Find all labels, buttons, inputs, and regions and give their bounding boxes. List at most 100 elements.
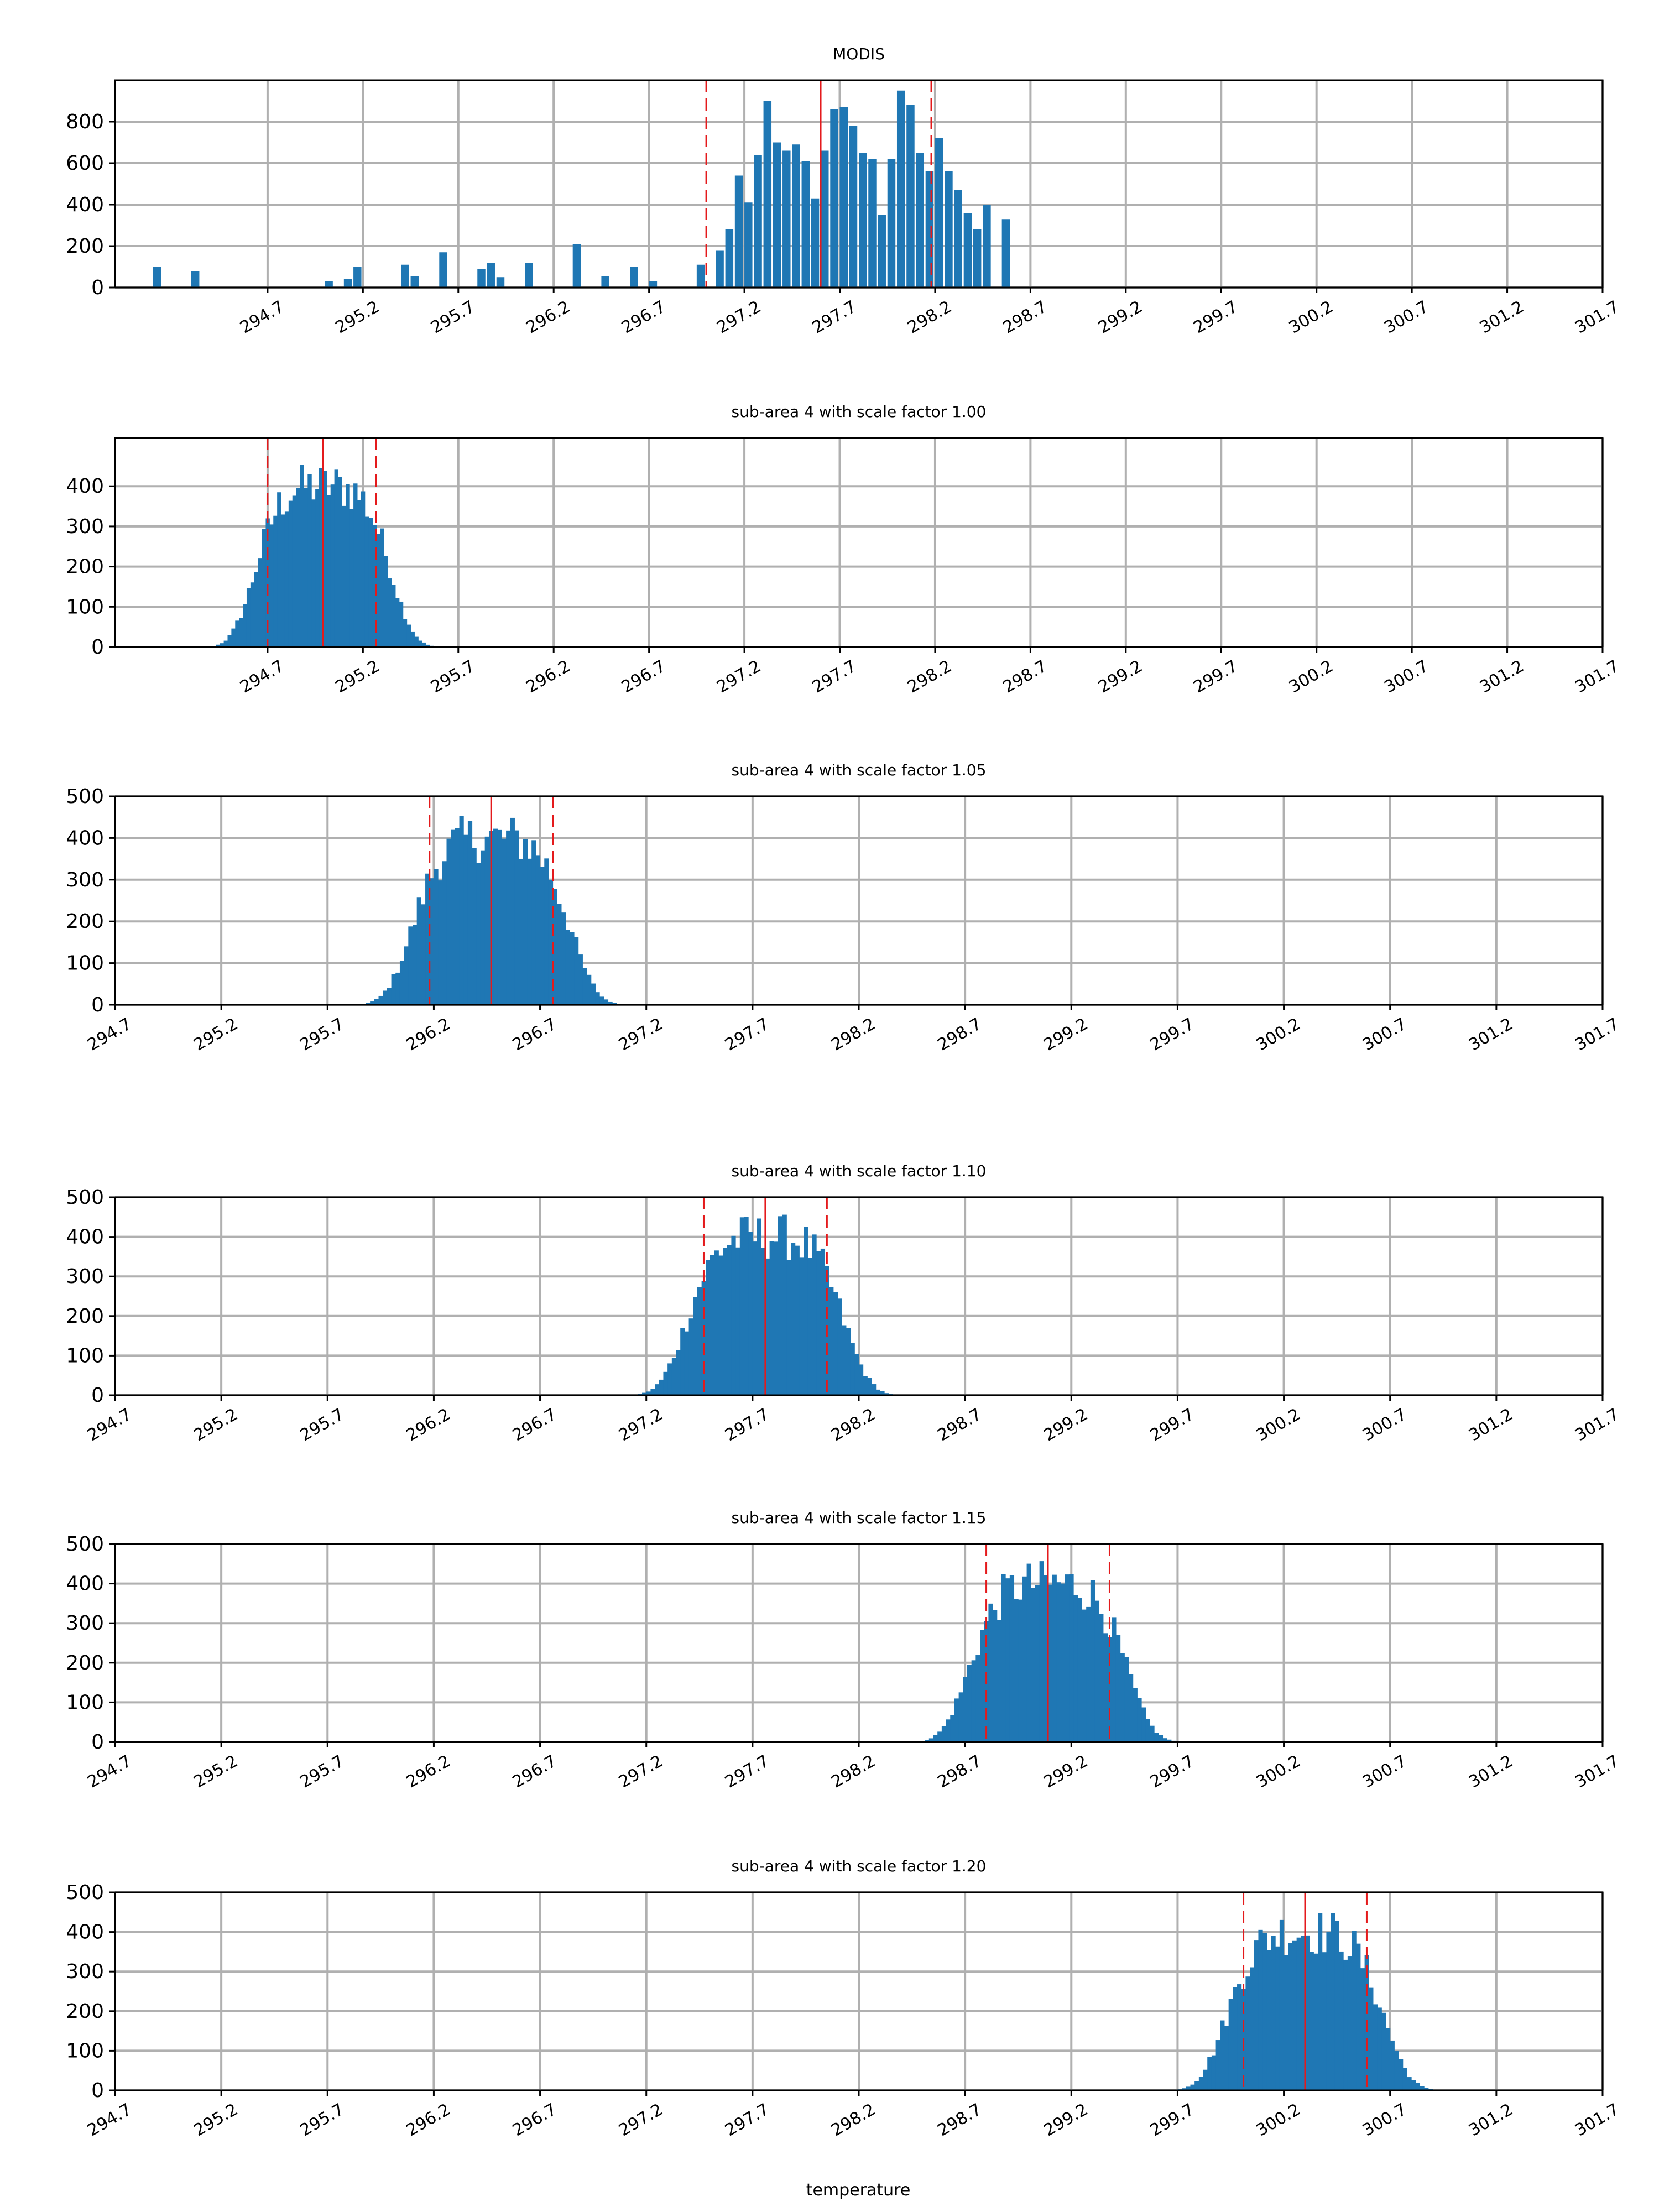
histogram-bar bbox=[1322, 1952, 1327, 2090]
histogram-bars bbox=[366, 816, 622, 1005]
histogram-bar bbox=[531, 840, 536, 1005]
histogram-bar bbox=[353, 267, 362, 288]
y-tick-label: 500 bbox=[66, 1186, 104, 1209]
histogram-bar bbox=[561, 912, 566, 1005]
x-tick-label: 301.2 bbox=[1465, 2100, 1516, 2140]
histogram-bar bbox=[477, 269, 486, 288]
histogram-bar bbox=[684, 1331, 690, 1395]
histogram-bar bbox=[820, 1248, 826, 1395]
histogram-bar bbox=[273, 515, 278, 647]
histogram-bar bbox=[544, 858, 549, 1005]
histogram-bar bbox=[1090, 1580, 1095, 1742]
x-tick-label: 296.2 bbox=[403, 1405, 454, 1445]
histogram-bar bbox=[1347, 1956, 1353, 2090]
histogram-bar bbox=[846, 1328, 851, 1395]
histogram-bar bbox=[688, 1318, 693, 1395]
panel-title: sub-area 4 with scale factor 1.00 bbox=[732, 403, 987, 421]
x-tick-label: 295.2 bbox=[332, 297, 383, 337]
histogram-bar bbox=[821, 150, 829, 288]
x-tick-label: 299.7 bbox=[1147, 1751, 1198, 1792]
histogram-bar bbox=[601, 276, 609, 288]
histogram-bar bbox=[565, 930, 570, 1005]
histogram-bar bbox=[383, 990, 388, 1005]
histogram-bar bbox=[801, 161, 810, 288]
histogram-bar bbox=[1145, 1719, 1150, 1742]
x-tick-label: 300.7 bbox=[1359, 1751, 1410, 1792]
x-tick-label: 300.7 bbox=[1359, 1014, 1410, 1055]
histogram-bar bbox=[1203, 2069, 1208, 2090]
histogram-bar bbox=[425, 873, 430, 1005]
y-tick-label: 300 bbox=[66, 869, 104, 891]
y-tick-label: 800 bbox=[66, 111, 104, 133]
x-tick-label: 297.2 bbox=[615, 1014, 666, 1055]
histogram-bar bbox=[410, 276, 419, 288]
x-tick-label: 295.7 bbox=[297, 1751, 348, 1792]
histogram-bar bbox=[388, 578, 392, 647]
histogram-bar bbox=[1005, 1578, 1010, 1742]
histogram-bar bbox=[463, 834, 468, 1005]
histogram-bar bbox=[731, 1235, 736, 1395]
histogram-bar bbox=[246, 588, 251, 647]
x-tick-label: 299.2 bbox=[1041, 1405, 1092, 1445]
histogram-bar bbox=[1326, 1932, 1331, 2090]
histogram-bar bbox=[1288, 1943, 1293, 2090]
histogram-bar bbox=[319, 468, 324, 647]
histogram-bar bbox=[748, 1232, 753, 1395]
histogram-bar bbox=[833, 1292, 838, 1395]
histogram-bar bbox=[338, 477, 342, 647]
histogram-bar bbox=[769, 1241, 774, 1395]
histogram-bar bbox=[1334, 1921, 1339, 2090]
histogram-bar bbox=[839, 107, 848, 288]
histogram-bar bbox=[410, 631, 415, 647]
histogram-bar bbox=[649, 281, 658, 288]
histogram-bar bbox=[1228, 1999, 1233, 2090]
histogram-bar bbox=[413, 925, 418, 1005]
histogram-bar bbox=[476, 863, 481, 1005]
histogram-bar bbox=[487, 263, 495, 288]
histogram-bar bbox=[438, 880, 443, 1005]
histogram-bar bbox=[1061, 1583, 1066, 1742]
histogram-bar bbox=[727, 1245, 732, 1395]
histogram-bar bbox=[1044, 1575, 1048, 1742]
histogram-panel-6: sub-area 4 with scale factor 1.20 0 100 200… bbox=[66, 1857, 1623, 2140]
histogram-bar bbox=[366, 1003, 371, 1005]
histogram-bar bbox=[734, 175, 743, 288]
histogram-bar bbox=[342, 505, 346, 647]
histogram-bar bbox=[697, 1287, 702, 1395]
histogram-bar bbox=[243, 604, 247, 647]
histogram-bar bbox=[925, 171, 934, 288]
histogram-bar bbox=[1150, 1725, 1155, 1742]
histogram-bar bbox=[1065, 1574, 1070, 1742]
histogram-bar bbox=[1309, 1952, 1314, 2090]
histogram-bar bbox=[1167, 1739, 1172, 1742]
y-tick-label: 200 bbox=[66, 235, 104, 258]
histogram-bar bbox=[1082, 1609, 1087, 1742]
histogram-bar bbox=[414, 636, 419, 647]
y-tick-label: 300 bbox=[66, 1265, 104, 1288]
histogram-bar bbox=[582, 968, 587, 1005]
histogram-bar bbox=[446, 838, 451, 1005]
y-tick-label: 100 bbox=[66, 952, 104, 975]
histogram-bar bbox=[1296, 1937, 1301, 2090]
histogram-bar bbox=[868, 159, 877, 288]
histogram-bar bbox=[418, 640, 422, 647]
histogram-bar bbox=[378, 995, 383, 1005]
histogram-panel-2: sub-area 4 with scale factor 1.00 0 100 200… bbox=[66, 403, 1623, 697]
x-tick-label: 297.7 bbox=[722, 1014, 773, 1055]
histogram-bar bbox=[326, 495, 331, 647]
histogram-bar bbox=[1077, 1598, 1082, 1742]
histogram-bar bbox=[1266, 1950, 1272, 2090]
histogram-bar bbox=[1194, 2081, 1199, 2090]
histogram-bar bbox=[595, 992, 600, 1005]
x-tick-label: 300.2 bbox=[1253, 2100, 1304, 2140]
histogram-bar bbox=[227, 635, 232, 647]
x-tick-label: 299.7 bbox=[1191, 656, 1241, 697]
histogram-panel-5: sub-area 4 with scale factor 1.15 0 100 200… bbox=[66, 1509, 1623, 1792]
histogram-bar bbox=[1284, 1955, 1288, 2090]
histogram-bar bbox=[680, 1328, 685, 1395]
histogram-bar bbox=[288, 500, 293, 647]
histogram-bar bbox=[1305, 1935, 1310, 2090]
y-tick-label: 400 bbox=[66, 1921, 104, 1944]
histogram-bar bbox=[1120, 1653, 1125, 1742]
histogram-bar bbox=[343, 279, 352, 288]
